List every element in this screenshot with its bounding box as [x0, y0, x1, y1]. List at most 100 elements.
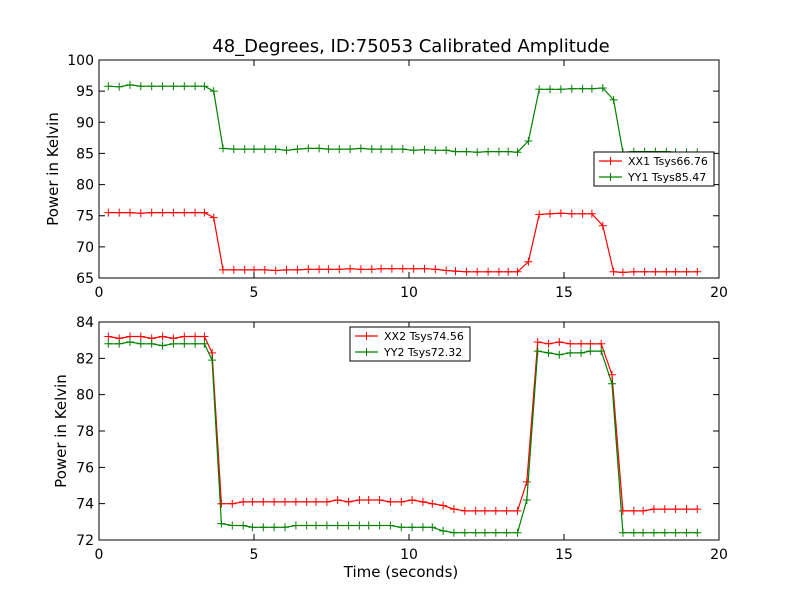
data-point — [377, 145, 386, 154]
data-point — [451, 147, 460, 156]
data-point — [577, 339, 586, 348]
data-point — [304, 265, 313, 274]
data-point — [217, 499, 226, 508]
data-point — [104, 332, 113, 341]
data-point — [608, 379, 616, 388]
data-point — [431, 265, 440, 274]
data-point — [420, 145, 429, 154]
bottom-panel: 0 5 10 15 20 72 74 76 78 80 82 84 Power in Kelvin Tim… — [52, 315, 728, 581]
data-point — [544, 348, 553, 357]
x-tick-label: 0 — [95, 285, 104, 301]
data-point — [660, 528, 669, 537]
y-tick-label: 95 — [76, 84, 94, 100]
legend: XX2 Tsys74.56 YY2 Tsys72.32 — [349, 326, 471, 362]
data-point — [115, 339, 124, 348]
data-point — [556, 85, 565, 94]
data-point — [578, 209, 587, 218]
data-point — [259, 523, 268, 532]
data-point — [219, 144, 227, 153]
data-point — [333, 496, 342, 504]
data-point — [324, 265, 333, 274]
data-point — [408, 496, 417, 504]
data-point — [649, 505, 658, 514]
data-point — [524, 257, 533, 266]
data-point — [281, 523, 289, 532]
data-point — [375, 521, 384, 530]
data-point — [522, 477, 531, 486]
data-point — [180, 82, 189, 91]
data-point — [228, 499, 237, 508]
y-tick-label: 78 — [76, 424, 94, 440]
data-point — [271, 145, 280, 154]
data-point — [281, 497, 289, 506]
data-point — [480, 506, 489, 515]
data-point — [324, 145, 333, 154]
y-tick-label: 65 — [76, 271, 94, 287]
data-point — [115, 208, 124, 217]
data-point — [587, 209, 596, 218]
data-point — [397, 523, 406, 532]
data-point — [200, 82, 209, 91]
data-point — [271, 266, 280, 275]
data-point — [494, 267, 503, 276]
data-point — [639, 506, 648, 515]
data-point — [546, 85, 554, 94]
series-2-1 — [104, 332, 702, 515]
data-point — [629, 506, 638, 515]
data-point — [639, 528, 648, 537]
data-point — [439, 501, 448, 510]
data-point — [418, 523, 427, 532]
data-point — [208, 348, 217, 357]
data-point — [344, 521, 353, 530]
data-point — [239, 521, 248, 530]
data-point — [682, 528, 691, 537]
data-point — [484, 147, 493, 156]
data-point — [315, 265, 324, 274]
data-point — [566, 348, 575, 357]
data-point — [398, 264, 407, 273]
data-point — [693, 267, 702, 276]
data-point — [136, 82, 145, 91]
data-point — [126, 208, 134, 217]
data-point — [322, 521, 331, 530]
data-point — [491, 506, 500, 515]
data-point — [502, 528, 511, 537]
data-point — [494, 147, 503, 156]
data-point — [460, 506, 469, 515]
data-point — [428, 499, 437, 508]
data-point — [364, 521, 373, 530]
x-tick-label: 5 — [250, 547, 259, 563]
y-tick-label: 72 — [76, 533, 94, 549]
legend-marker — [362, 348, 371, 356]
y-tick-label: 80 — [76, 388, 94, 404]
data-point — [462, 147, 471, 156]
x-tick-label: 5 — [250, 285, 259, 301]
y-tick-label: 84 — [76, 315, 94, 331]
data-point — [200, 208, 209, 217]
data-point — [377, 264, 386, 273]
x-tick-label: 20 — [710, 547, 728, 563]
data-point — [439, 526, 448, 535]
data-point — [504, 147, 513, 156]
data-point — [578, 84, 587, 93]
data-point — [270, 523, 279, 532]
data-point — [136, 332, 145, 341]
y-tick-label: 80 — [76, 178, 94, 194]
data-point — [248, 523, 257, 532]
data-point — [544, 339, 553, 348]
data-point — [158, 82, 167, 91]
data-point — [629, 528, 638, 537]
data-point — [375, 496, 384, 504]
data-point — [169, 339, 178, 348]
x-axis-label: Time (seconds) — [343, 563, 459, 581]
data-point — [566, 339, 575, 348]
data-point — [169, 82, 178, 91]
data-point — [555, 350, 564, 359]
series-1-1 — [104, 208, 702, 277]
data-point — [282, 265, 291, 274]
data-point — [191, 208, 200, 217]
data-point — [291, 497, 300, 506]
data-point — [513, 148, 522, 157]
